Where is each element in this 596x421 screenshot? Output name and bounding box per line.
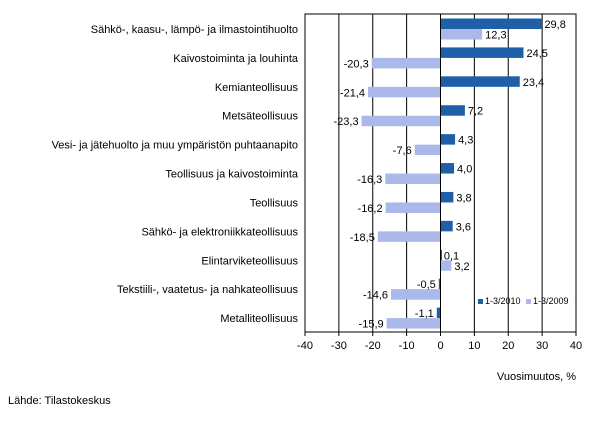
bar-series2 — [385, 202, 441, 213]
x-axis-ticks: -40 -30 -20 -10 0 10 20 30 40 — [297, 332, 582, 352]
x-axis-title: Vuosimuutos, % — [497, 371, 576, 383]
source-note: Lähde: Tilastokeskus — [8, 395, 111, 407]
category-label: Kemianteollisuus — [215, 82, 299, 94]
category-labels: Sähkö-, kaasu-, lämpö- ja ilmastointihuo… — [52, 24, 299, 325]
category-label: Metsäteollisuus — [222, 111, 298, 123]
category-label: Sähkö-, kaasu-, lämpö- ja ilmastointihuo… — [91, 24, 298, 36]
value-label: 3,6 — [456, 221, 471, 233]
bar-series1 — [440, 249, 442, 261]
bar-series2 — [440, 260, 452, 271]
category-label: Elintarviketeollisuus — [201, 255, 298, 267]
value-label: -23,3 — [333, 116, 358, 128]
bar-series2 — [361, 115, 441, 127]
tick-label: -40 — [297, 340, 313, 352]
legend-swatch — [526, 299, 531, 304]
tick-label: -30 — [331, 340, 347, 352]
legend-label: 1-3/2010 — [485, 296, 521, 306]
bar-series2 — [385, 173, 441, 185]
bar-series1 — [440, 47, 524, 58]
value-label: -16,3 — [357, 174, 382, 186]
bar-series1 — [440, 191, 454, 203]
bar-series2 — [368, 86, 441, 98]
value-labels: 29,8 12,3 24,5 -20,3 23,4 -21,4 7,2 -23,3 4,3 -7,… — [333, 19, 565, 331]
value-label: 29,8 — [544, 19, 565, 31]
category-label: Metalliteollisuus — [220, 313, 298, 325]
value-label: 24,5 — [526, 48, 547, 60]
bars — [361, 18, 542, 329]
category-label: Kaivostoiminta ja louhinta — [173, 53, 299, 65]
category-label: Vesi- ja jätehuolto ja muu ympäristön pu… — [52, 140, 298, 152]
value-label: -20,3 — [344, 58, 369, 70]
value-label: 12,3 — [485, 30, 506, 42]
bar-series2 — [377, 231, 441, 242]
bar-series1 — [440, 105, 465, 116]
tick-label: 20 — [502, 340, 514, 352]
bar-series1 — [438, 278, 441, 290]
tick-label: -10 — [399, 340, 415, 352]
tick-label: 40 — [570, 340, 582, 352]
tick-label: -20 — [365, 340, 381, 352]
value-label: 4,0 — [457, 164, 472, 176]
category-label: Teollisuus ja kaivostoiminta — [165, 169, 299, 181]
value-label: -0,5 — [417, 279, 436, 291]
bar-series1 — [440, 134, 456, 145]
legend: 1-3/2010 1-3/2009 — [478, 296, 569, 306]
bar-series2 — [371, 57, 441, 69]
category-label: Sähkö- ja elektroniikkateollisuus — [141, 226, 298, 238]
value-label: -16,2 — [358, 203, 383, 215]
bar-series1 — [440, 18, 542, 29]
legend-label: 1-3/2009 — [533, 296, 569, 306]
bar-series2 — [391, 289, 441, 300]
value-label: 3,2 — [454, 261, 469, 273]
bar-series1 — [440, 163, 455, 174]
bar-series2 — [386, 318, 441, 329]
category-label: Tekstiili-, vaatetus- ja nahkateollisuus — [117, 284, 298, 296]
value-label: 3,8 — [456, 192, 471, 204]
category-label: Teollisuus — [250, 197, 299, 209]
bar-series2 — [414, 144, 441, 156]
value-label: -15,9 — [359, 319, 384, 331]
bar-series1 — [436, 307, 441, 319]
value-label: -7,6 — [393, 145, 412, 157]
value-label: 23,4 — [523, 77, 544, 89]
value-label: 4,3 — [458, 135, 473, 147]
value-label: -1,1 — [415, 308, 434, 320]
value-label: 7,2 — [468, 106, 483, 118]
value-label: -18,5 — [350, 232, 375, 244]
tick-label: 0 — [437, 340, 443, 352]
value-label: 0,1 — [444, 250, 459, 262]
legend-swatch — [478, 299, 483, 304]
tick-label: 10 — [468, 340, 480, 352]
tick-label: 30 — [536, 340, 548, 352]
value-label: -14,6 — [363, 290, 388, 302]
bar-series2 — [440, 29, 483, 40]
bar-series1 — [440, 76, 520, 87]
bar-series1 — [440, 220, 453, 232]
value-label: -21,4 — [340, 87, 365, 99]
